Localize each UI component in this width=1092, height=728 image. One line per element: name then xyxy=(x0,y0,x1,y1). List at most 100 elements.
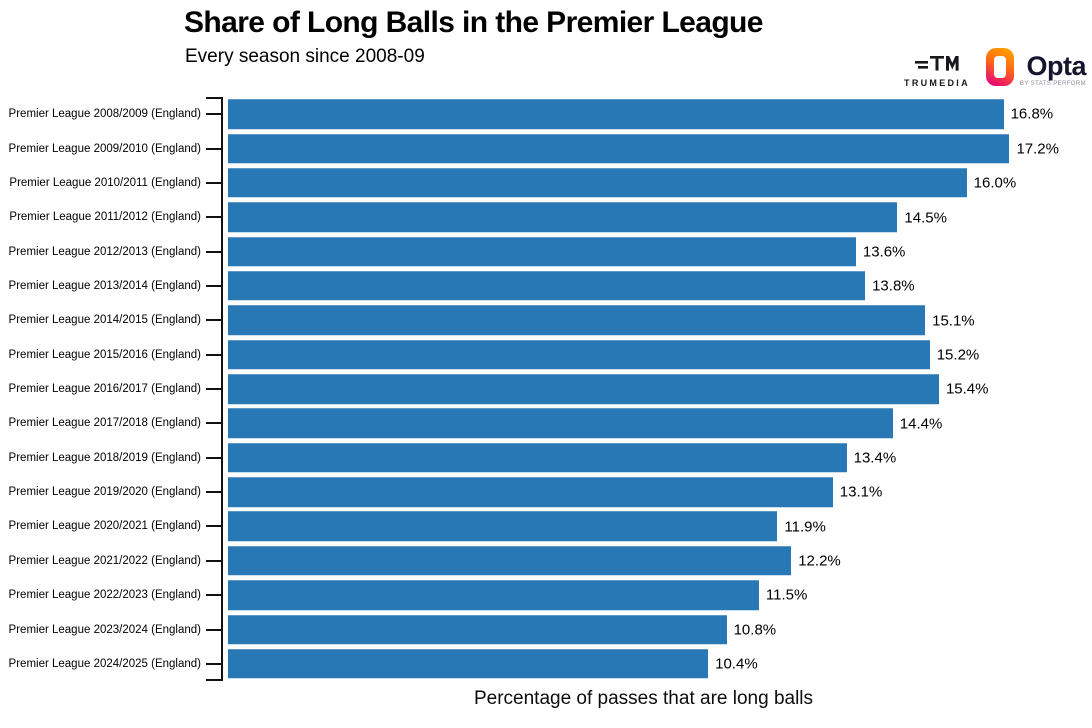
bar xyxy=(228,168,967,198)
y-axis-label: Premier League 2009/2010 (England) xyxy=(8,142,201,155)
chart-row: Premier League 2011/2012 (England) 14.5% xyxy=(0,200,1092,234)
y-axis-label: Premier League 2024/2025 (England) xyxy=(8,657,201,670)
y-axis-label: Premier League 2015/2016 (England) xyxy=(8,348,201,361)
y-axis-label: Premier League 2010/2011 (England) xyxy=(9,176,201,189)
opta-wordmark: Opta xyxy=(1026,51,1086,81)
bar xyxy=(228,271,866,301)
axis-tick xyxy=(206,147,222,150)
trumedia-monogram-icon xyxy=(914,56,959,71)
y-axis-label: Premier League 2019/2020 (England) xyxy=(8,486,201,499)
axis-tick xyxy=(206,525,222,528)
bar-track: 13.6% xyxy=(228,236,1059,267)
y-axis-label: Premier League 2023/2024 (England) xyxy=(8,623,201,636)
value-label: 11.5% xyxy=(765,586,808,604)
axis-tick xyxy=(206,353,222,356)
value-label: 10.8% xyxy=(733,621,777,639)
opta-tagline: BY STATS PERFORM xyxy=(1019,81,1086,87)
bar-track: 10.8% xyxy=(228,614,1059,645)
bar-track: 11.9% xyxy=(228,511,1059,542)
bar xyxy=(228,305,926,336)
bar xyxy=(228,374,939,404)
value-label: 13.6% xyxy=(862,243,906,261)
bar xyxy=(228,580,759,610)
y-axis-label: Premier League 2017/2018 (England) xyxy=(8,417,201,430)
bar-track: 16.8% xyxy=(228,99,1059,129)
value-label: 15.2% xyxy=(936,346,980,364)
trumedia-wordmark: TRUMEDIA xyxy=(904,78,970,88)
chart-row: Premier League 2017/2018 (England) 14.4% xyxy=(0,406,1092,440)
bar xyxy=(228,443,847,473)
chart-row: Premier League 2024/2025 (England) 10.4% xyxy=(0,647,1092,681)
chart-row: Premier League 2009/2010 (England) 17.2% xyxy=(0,131,1092,165)
bar-track: 10.4% xyxy=(228,649,1059,679)
bar-track: 14.4% xyxy=(228,408,1059,439)
y-axis-label: Premier League 2018/2019 (England) xyxy=(8,451,201,464)
axis-tick xyxy=(206,491,222,494)
bar-track: 13.1% xyxy=(228,477,1059,507)
axis-tick xyxy=(206,456,222,459)
y-axis-label: Premier League 2021/2022 (England) xyxy=(8,554,201,567)
opta-logo: Opta BY STATS PERFORM xyxy=(985,48,1087,88)
branding-area: TRUMEDIA Opta BY STATS PERFORM xyxy=(904,48,1086,88)
chart-subtitle: Every season since 2008-09 xyxy=(185,46,425,67)
bar xyxy=(228,477,833,507)
axis-tick xyxy=(206,559,222,562)
value-label: 14.5% xyxy=(904,208,947,226)
chart-row: Premier League 2021/2022 (England) 12.2% xyxy=(0,544,1092,578)
bar xyxy=(228,202,898,232)
axis-tick xyxy=(206,422,222,425)
opta-text: Opta BY STATS PERFORM xyxy=(1019,51,1087,88)
bar-track: 16.0% xyxy=(228,168,1059,198)
opta-ring-icon xyxy=(985,48,1014,86)
bar-chart: Premier League 2008/2009 (England) 16.8%… xyxy=(0,97,1092,681)
bar-track: 13.4% xyxy=(228,443,1059,473)
trumedia-logo: TRUMEDIA xyxy=(904,52,970,88)
axis-tick xyxy=(206,113,222,116)
value-label: 13.8% xyxy=(872,277,915,295)
bar xyxy=(228,614,727,645)
chart-row: Premier League 2018/2019 (England) 13.4% xyxy=(0,441,1092,475)
bar xyxy=(228,408,893,439)
value-label: 13.1% xyxy=(839,483,883,501)
axis-tick xyxy=(206,181,222,184)
bar xyxy=(228,649,709,679)
y-axis-label: Premier League 2014/2015 (England) xyxy=(8,314,201,327)
bar xyxy=(228,546,792,576)
value-label: 15.1% xyxy=(932,311,975,329)
y-axis-line xyxy=(221,97,223,681)
bar-track: 12.2% xyxy=(228,546,1059,576)
axis-tick xyxy=(206,628,222,631)
chart-row: Premier League 2012/2013 (England) 13.6% xyxy=(0,234,1092,268)
chart-row: Premier League 2013/2014 (England) 13.8% xyxy=(0,269,1092,303)
value-label: 11.9% xyxy=(784,517,826,535)
y-axis-label: Premier League 2013/2014 (England) xyxy=(8,279,201,292)
axis-tick xyxy=(206,662,222,665)
chart-row: Premier League 2008/2009 (England) 16.8% xyxy=(0,97,1092,131)
x-axis-title: Percentage of passes that are long balls xyxy=(473,688,814,709)
bar-track: 17.2% xyxy=(228,133,1059,164)
y-axis-label: Premier League 2020/2021 (England) xyxy=(8,520,201,533)
bar xyxy=(228,236,856,267)
chart-row: Premier League 2022/2023 (England) 11.5% xyxy=(0,578,1092,612)
chart-row: Premier League 2016/2017 (England) 15.4% xyxy=(0,372,1092,406)
chart-row: Premier League 2010/2011 (England) 16.0% xyxy=(0,166,1092,200)
y-axis-top-cap xyxy=(206,97,223,99)
bar xyxy=(228,339,930,370)
chart-row: Premier League 2014/2015 (England) 15.1% xyxy=(0,303,1092,337)
axis-tick xyxy=(206,284,222,287)
bar xyxy=(228,99,1004,129)
value-label: 12.2% xyxy=(798,552,841,570)
value-label: 13.4% xyxy=(853,449,897,467)
axis-tick xyxy=(206,250,222,253)
y-axis-label: Premier League 2012/2013 (England) xyxy=(8,245,201,258)
axis-tick xyxy=(206,388,222,391)
chart-row: Premier League 2020/2021 (England) 11.9% xyxy=(0,509,1092,543)
value-label: 16.0% xyxy=(973,174,1017,192)
axis-tick xyxy=(206,319,222,322)
bar xyxy=(228,511,778,542)
axis-tick xyxy=(206,216,222,219)
value-label: 10.4% xyxy=(715,655,758,673)
chart-row: Premier League 2015/2016 (England) 15.2% xyxy=(0,338,1092,372)
bar-track: 15.4% xyxy=(228,374,1059,404)
